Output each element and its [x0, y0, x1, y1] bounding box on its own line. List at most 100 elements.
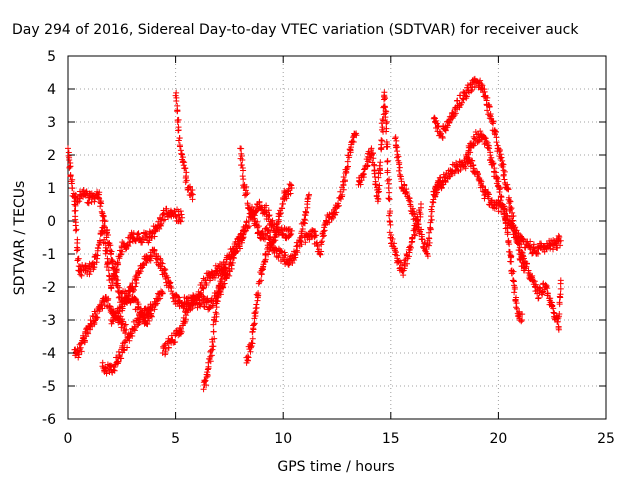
series-trace-n: [430, 75, 528, 274]
data-point: [555, 324, 562, 331]
data-point: [219, 270, 226, 277]
data-point: [510, 268, 517, 275]
data-point: [452, 110, 459, 117]
data-point: [370, 155, 377, 162]
data-point: [276, 213, 283, 220]
data-point: [255, 223, 262, 230]
data-point: [204, 366, 211, 373]
data-point: [509, 277, 516, 284]
data-point: [502, 220, 509, 227]
data-point: [456, 104, 463, 111]
data-point: [207, 358, 214, 365]
data-point: [85, 200, 92, 207]
data-point: [75, 354, 82, 361]
data-point: [197, 300, 204, 307]
data-point: [210, 302, 217, 309]
data-point: [197, 289, 204, 296]
y-tick-label: -4: [42, 346, 56, 362]
data-point: [431, 192, 438, 199]
data-point: [176, 135, 183, 142]
data-point: [101, 236, 108, 243]
x-axis-label: GPS time / hours: [277, 459, 394, 475]
data-point: [99, 305, 106, 312]
axis-ticks: 0 5 10 15 20 25 -6 -5 -4 -3 -2 -1 0 1 2 3 4 5: [42, 49, 615, 447]
data-point: [384, 169, 391, 176]
data-point: [381, 103, 388, 110]
data-point: [125, 243, 132, 250]
data-point: [467, 149, 474, 156]
data-point: [72, 216, 79, 223]
data-point: [120, 318, 127, 325]
data-point: [67, 171, 74, 178]
data-point: [429, 198, 436, 205]
data-point: [182, 165, 189, 172]
data-point: [332, 211, 339, 218]
data-point: [178, 328, 185, 335]
data-point: [143, 231, 150, 238]
data-point: [364, 163, 371, 170]
data-point: [99, 228, 106, 235]
data-point: [526, 243, 533, 250]
data-point: [383, 143, 390, 150]
data-point: [75, 255, 82, 262]
data-point: [252, 308, 259, 315]
data-point: [174, 108, 181, 115]
data-point: [122, 321, 129, 328]
data-point: [371, 170, 378, 177]
data-point: [224, 271, 231, 278]
data-point: [376, 162, 383, 169]
data-point: [157, 295, 164, 302]
grid-layer: [68, 56, 606, 419]
data-point: [86, 271, 93, 278]
data-point: [177, 218, 184, 225]
data-point: [250, 326, 257, 333]
data-point: [219, 276, 226, 283]
data-point: [492, 131, 499, 138]
data-point: [108, 284, 115, 291]
data-point: [214, 298, 221, 305]
data-point: [258, 277, 265, 284]
data-point: [203, 281, 210, 288]
data-point: [372, 181, 379, 188]
data-point: [203, 373, 210, 380]
data-point: [277, 210, 284, 217]
data-point: [147, 254, 154, 261]
data-point: [147, 307, 154, 314]
data-point: [312, 232, 319, 239]
data-point: [408, 244, 415, 251]
data-point: [446, 173, 453, 180]
data-point: [204, 299, 211, 306]
data-point: [272, 232, 279, 239]
data-point: [158, 263, 165, 270]
data-point: [166, 280, 173, 287]
data-point: [209, 339, 216, 346]
data-point: [385, 180, 392, 187]
data-point: [387, 221, 394, 228]
data-point: [85, 194, 92, 201]
data-point: [91, 198, 98, 205]
data-point: [79, 261, 86, 268]
data-point: [104, 226, 111, 233]
data-point: [86, 326, 93, 333]
data-point: [498, 154, 505, 161]
data-point: [275, 254, 282, 261]
data-point: [133, 280, 140, 287]
data-point: [249, 335, 256, 342]
data-point: [73, 350, 80, 357]
data-point: [391, 245, 398, 252]
data-point: [360, 171, 367, 178]
data-point: [557, 280, 564, 287]
data-point: [222, 265, 229, 272]
data-point: [76, 198, 83, 205]
data-point: [506, 249, 513, 256]
data-point: [119, 248, 126, 255]
data-point: [132, 238, 139, 245]
data-point: [523, 260, 530, 267]
data-point: [285, 185, 292, 192]
data-point: [213, 304, 220, 311]
data-point: [417, 211, 424, 218]
data-point: [175, 116, 182, 123]
data-point: [175, 127, 182, 134]
data-point: [157, 256, 164, 263]
data-point: [177, 217, 184, 224]
